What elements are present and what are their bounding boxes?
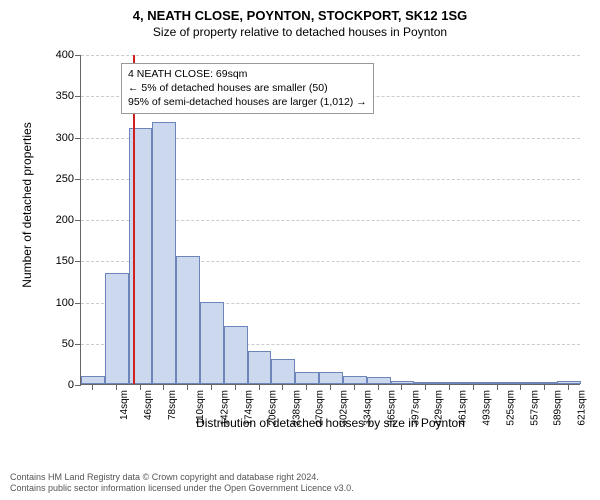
y-tick <box>75 55 81 56</box>
x-tick <box>282 385 283 390</box>
histogram-bar <box>224 326 248 384</box>
x-tick <box>163 385 164 390</box>
x-tick-label: 206sqm <box>267 390 278 426</box>
x-tick <box>140 385 141 390</box>
x-tick-label: 589sqm <box>553 390 564 426</box>
annotation-line-3: 95% of semi-detached houses are larger (… <box>128 95 367 109</box>
y-tick <box>75 385 81 386</box>
x-tick <box>520 385 521 390</box>
footer-line-2: Contains public sector information licen… <box>10 483 354 494</box>
histogram-bar <box>200 302 224 385</box>
annotation-box: 4 NEATH CLOSE: 69sqm ← 5% of detached ho… <box>121 63 374 114</box>
x-tick-label: 621sqm <box>577 390 588 426</box>
x-tick <box>116 385 117 390</box>
y-axis-title: Number of detached properties <box>20 122 34 287</box>
x-tick-label: 46sqm <box>143 390 154 420</box>
x-tick-label: 302sqm <box>339 390 350 426</box>
y-tick <box>75 220 81 221</box>
x-tick <box>378 385 379 390</box>
x-tick <box>354 385 355 390</box>
x-tick-label: 14sqm <box>119 390 130 420</box>
x-tick <box>211 385 212 390</box>
y-tick <box>75 179 81 180</box>
x-tick-label: 110sqm <box>195 390 206 425</box>
x-tick-label: 270sqm <box>315 390 326 426</box>
y-tick-label: 50 <box>44 338 74 350</box>
x-tick <box>187 385 188 390</box>
title-block: 4, NEATH CLOSE, POYNTON, STOCKPORT, SK12… <box>0 0 600 39</box>
histogram-bar <box>105 273 129 384</box>
histogram-bar <box>343 376 367 384</box>
x-tick <box>425 385 426 390</box>
footer-line-1: Contains HM Land Registry data © Crown c… <box>10 472 354 483</box>
y-tick <box>75 344 81 345</box>
annotation-line-2: ← 5% of detached houses are smaller (50) <box>128 81 367 95</box>
x-tick <box>544 385 545 390</box>
histogram-bar <box>152 122 176 384</box>
x-tick-label: 365sqm <box>386 390 397 426</box>
x-tick-label: 238sqm <box>291 390 302 426</box>
plot-area: 4 NEATH CLOSE: 69sqm ← 5% of detached ho… <box>80 55 580 385</box>
x-tick <box>259 385 260 390</box>
x-tick-label: 334sqm <box>363 390 374 426</box>
x-tick <box>568 385 569 390</box>
y-tick-label: 250 <box>44 173 74 185</box>
chart-subtitle: Size of property relative to detached ho… <box>0 25 600 39</box>
y-tick <box>75 96 81 97</box>
histogram-bar <box>81 376 105 384</box>
x-tick-label: 493sqm <box>482 390 493 426</box>
y-tick-label: 150 <box>44 255 74 267</box>
histogram-bar <box>295 372 319 384</box>
x-tick <box>330 385 331 390</box>
y-tick-label: 100 <box>44 297 74 309</box>
x-tick <box>92 385 93 390</box>
y-tick <box>75 261 81 262</box>
y-tick-label: 300 <box>44 132 74 144</box>
histogram-bar <box>129 128 153 384</box>
gridline <box>81 55 580 56</box>
histogram-bar <box>271 359 295 384</box>
x-tick-label: 557sqm <box>529 390 540 426</box>
footer-attribution: Contains HM Land Registry data © Crown c… <box>10 472 354 495</box>
histogram-bar <box>176 256 200 384</box>
histogram-bar <box>486 382 510 384</box>
y-tick-label: 350 <box>44 90 74 102</box>
y-tick <box>75 138 81 139</box>
histogram-bar <box>533 382 557 384</box>
x-tick <box>306 385 307 390</box>
x-tick-label: 142sqm <box>220 390 231 426</box>
x-tick-label: 78sqm <box>167 390 178 420</box>
y-tick-label: 200 <box>44 214 74 226</box>
chart-container: Number of detached properties 4 NEATH CL… <box>50 55 580 425</box>
x-tick-label: 461sqm <box>458 390 469 426</box>
x-tick-label: 525sqm <box>505 390 516 426</box>
x-tick-label: 429sqm <box>434 390 445 426</box>
histogram-bar <box>391 381 415 384</box>
x-tick-label: 174sqm <box>244 390 255 426</box>
histogram-bar <box>248 351 272 384</box>
x-tick <box>449 385 450 390</box>
histogram-bar <box>557 381 581 384</box>
x-tick <box>401 385 402 390</box>
histogram-bar <box>438 382 462 384</box>
histogram-bar <box>414 382 438 384</box>
x-tick <box>497 385 498 390</box>
histogram-bar <box>319 372 343 384</box>
x-tick-label: 397sqm <box>410 390 421 426</box>
annotation-line-1: 4 NEATH CLOSE: 69sqm <box>128 67 367 81</box>
y-tick <box>75 303 81 304</box>
y-tick-label: 400 <box>44 49 74 61</box>
y-tick-label: 0 <box>44 379 74 391</box>
histogram-bar <box>510 382 534 384</box>
x-tick <box>473 385 474 390</box>
x-tick <box>235 385 236 390</box>
chart-main-title: 4, NEATH CLOSE, POYNTON, STOCKPORT, SK12… <box>0 8 600 23</box>
histogram-bar <box>367 377 391 384</box>
histogram-bar <box>462 382 486 384</box>
